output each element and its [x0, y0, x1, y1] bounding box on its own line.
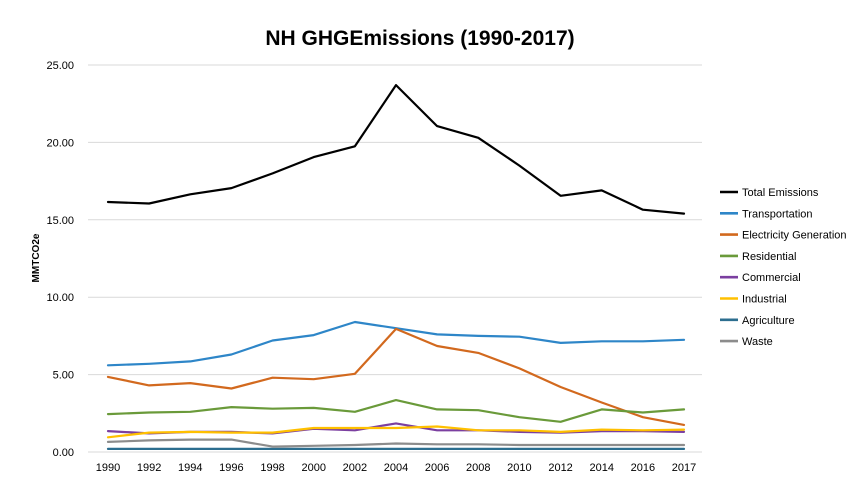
legend-item-commercial: Commercial [720, 272, 801, 284]
series-lines [106, 83, 686, 450]
legend-item-residential: Residential [720, 251, 796, 263]
y-tick-label: 10.00 [46, 292, 74, 304]
x-tick-label: 2016 [631, 462, 655, 474]
legend-label: Residential [742, 251, 796, 263]
legend: Total Emissions Transportation Electricity… [720, 187, 847, 348]
y-axis-label: MMTCO2e [31, 233, 42, 282]
legend-label: Waste [742, 336, 773, 348]
x-tick-label: 2004 [384, 462, 408, 474]
series-line-total-emissions [106, 83, 686, 215]
series-line-residential [106, 399, 686, 423]
y-tick-label: 0.00 [53, 447, 74, 459]
y-tick-label: 25.00 [46, 60, 74, 72]
x-axis-ticks: 1990 1992 1994 1996 1998 2000 2002 2004 2006 2008… [96, 462, 696, 474]
x-tick-label: 1990 [96, 462, 120, 474]
gridlines [88, 64, 702, 453]
x-tick-label: 2010 [507, 462, 531, 474]
x-tick-label: 1994 [178, 462, 202, 474]
legend-label: Total Emissions [742, 187, 819, 199]
y-tick-label: 5.00 [53, 370, 74, 382]
legend-item-waste: Waste [720, 336, 773, 348]
y-tick-label: 15.00 [46, 215, 74, 227]
legend-label: Electricity Generation [742, 230, 847, 242]
legend-item-transportation: Transportation [720, 208, 813, 220]
x-tick-label: 1992 [137, 462, 161, 474]
x-tick-label: 2000 [301, 462, 325, 474]
x-tick-label: 2002 [343, 462, 367, 474]
legend-item-total-emissions: Total Emissions [720, 187, 819, 199]
x-tick-label: 1996 [219, 462, 243, 474]
series-line-electricity-generation [106, 327, 686, 426]
legend-label: Commercial [742, 272, 801, 284]
x-tick-label: 2008 [466, 462, 490, 474]
x-tick-label: 2012 [548, 462, 572, 474]
y-axis-ticks: 0.00 5.00 10.00 15.00 20.00 25.00 [46, 60, 74, 459]
series-line-waste [106, 438, 686, 448]
y-tick-label: 20.00 [46, 137, 74, 149]
x-tick-label: 1998 [260, 462, 284, 474]
series-line-industrial [106, 425, 686, 439]
x-tick-label: 2014 [589, 462, 613, 474]
legend-item-industrial: Industrial [720, 294, 787, 306]
x-tick-label: 2017 [672, 462, 696, 474]
chart-title: NH GHGEmissions (1990-2017) [265, 27, 574, 50]
legend-label: Industrial [742, 294, 787, 306]
x-tick-label: 2006 [425, 462, 449, 474]
legend-item-agriculture: Agriculture [720, 315, 795, 327]
legend-item-electricity-generation: Electricity Generation [720, 230, 847, 242]
legend-label: Agriculture [742, 315, 795, 327]
legend-label: Transportation [742, 208, 813, 220]
